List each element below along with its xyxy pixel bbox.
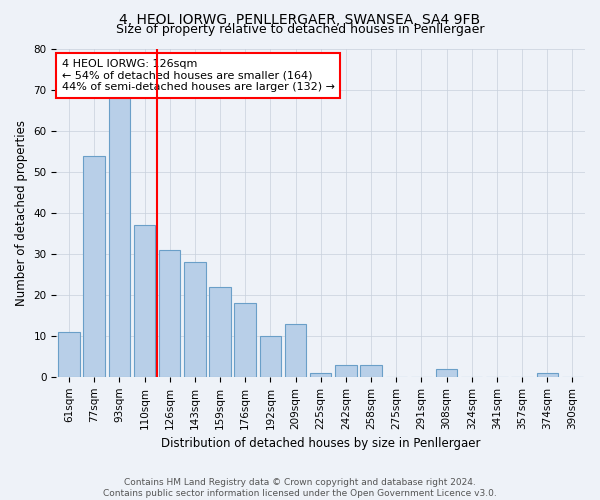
Text: 4 HEOL IORWG: 126sqm
← 54% of detached houses are smaller (164)
44% of semi-deta: 4 HEOL IORWG: 126sqm ← 54% of detached h… — [62, 59, 335, 92]
Text: 4, HEOL IORWG, PENLLERGAER, SWANSEA, SA4 9FB: 4, HEOL IORWG, PENLLERGAER, SWANSEA, SA4… — [119, 12, 481, 26]
Y-axis label: Number of detached properties: Number of detached properties — [15, 120, 28, 306]
Bar — [235, 303, 256, 377]
Bar — [361, 364, 382, 377]
Bar — [260, 336, 281, 377]
Text: Contains HM Land Registry data © Crown copyright and database right 2024.
Contai: Contains HM Land Registry data © Crown c… — [103, 478, 497, 498]
X-axis label: Distribution of detached houses by size in Penllergaer: Distribution of detached houses by size … — [161, 437, 481, 450]
Bar — [58, 332, 80, 377]
Bar — [209, 286, 231, 377]
Bar — [285, 324, 306, 377]
Bar — [536, 372, 558, 377]
Bar — [184, 262, 206, 377]
Bar — [159, 250, 181, 377]
Bar — [134, 225, 155, 377]
Bar — [335, 364, 356, 377]
Bar — [436, 368, 457, 377]
Text: Size of property relative to detached houses in Penllergaer: Size of property relative to detached ho… — [116, 22, 484, 36]
Bar — [310, 372, 331, 377]
Bar — [83, 156, 105, 377]
Bar — [109, 98, 130, 377]
